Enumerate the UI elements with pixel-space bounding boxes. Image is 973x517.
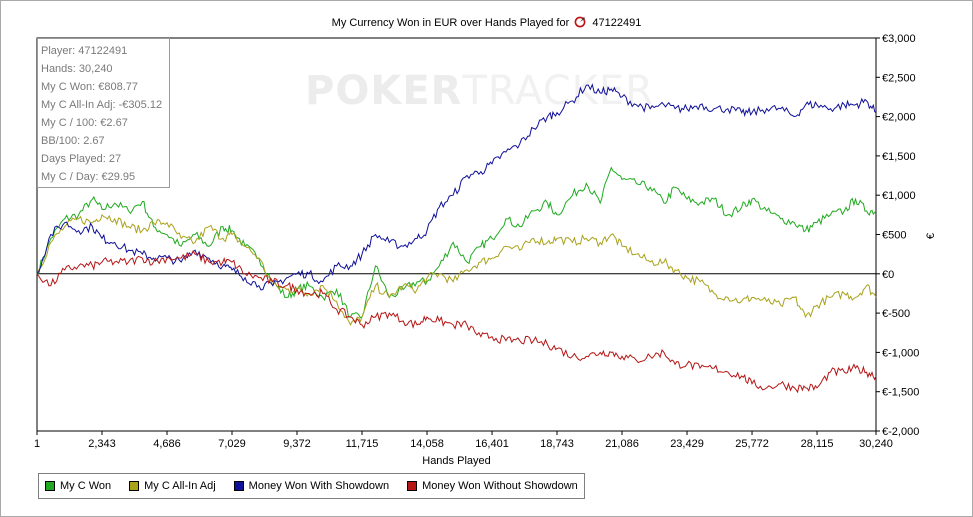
x-tick-label: 30,240 — [859, 438, 893, 450]
x-tick-label: 18,743 — [540, 438, 574, 450]
legend-item: My C All-In Adj — [129, 480, 216, 492]
legend-swatch — [407, 481, 418, 491]
y-tick-label: €500 — [882, 230, 906, 242]
x-tick-label: 9,372 — [283, 438, 311, 450]
y-tick-label: €-500 — [882, 308, 910, 320]
stat-line: Hands: 30,240 — [41, 63, 113, 75]
y-axis-label: € — [925, 232, 938, 240]
legend-item: My C Won — [45, 480, 111, 492]
x-tick-label: 4,686 — [153, 438, 181, 450]
x-tick-label: 11,715 — [346, 438, 379, 450]
legend-label: My C All-In Adj — [144, 480, 216, 492]
x-tick-label: 16,401 — [475, 438, 509, 450]
y-tick-label: €3,000 — [882, 33, 916, 45]
y-tick-label: €0 — [882, 269, 894, 281]
x-tick-label: 21,086 — [605, 438, 639, 450]
y-tick-label: €-1,500 — [882, 387, 919, 399]
x-tick-label: 2,343 — [88, 438, 116, 450]
legend-label: Money Won Without Showdown — [422, 480, 578, 492]
stat-line: Days Played: 27 — [41, 153, 122, 165]
y-tick-label: €1,000 — [882, 190, 916, 202]
legend-swatch — [233, 481, 244, 491]
x-tick-label: 25,772 — [735, 438, 769, 450]
pokertracker-logo-icon — [574, 16, 586, 28]
stat-line: Player: 47122491 — [41, 45, 128, 57]
legend-swatch — [45, 481, 55, 491]
series-line — [36, 83, 877, 291]
y-tick-label: €2,000 — [882, 112, 916, 124]
series-line — [36, 250, 877, 394]
watermark-light: TRACKER — [462, 68, 654, 114]
legend-label: My C Won — [60, 480, 112, 492]
stat-line: BB/100: 2.67 — [41, 135, 105, 147]
x-tick-label: 28,115 — [801, 438, 834, 450]
stat-line: My C Won: €808.77 — [41, 81, 139, 93]
y-tick-label: €-1,000 — [882, 347, 919, 359]
x-axis-label: Hands Played — [422, 455, 491, 467]
legend-item: Money Won With Showdown — [233, 480, 390, 492]
series-line — [36, 213, 877, 327]
stats-box: Player: 47122491 Hands: 30,240 My C Won: €… — [37, 38, 170, 188]
x-tick-label: 1 — [34, 438, 40, 450]
y-tick-label: €2,500 — [882, 72, 916, 84]
legend-swatch — [129, 481, 140, 491]
x-tick-label: 23,429 — [670, 438, 704, 450]
stat-line: My C / 100: €2.67 — [41, 117, 128, 129]
legend-label: Money Won With Showdown — [248, 480, 390, 492]
x-tick-label: 7,029 — [218, 438, 246, 450]
legend-item: Money Won Without Showdown — [407, 480, 578, 492]
chart-title-player: 47122491 — [592, 17, 642, 29]
series-line — [36, 166, 877, 319]
stat-line: My C / Day: €29.95 — [41, 171, 136, 183]
watermark-strong: POKER — [305, 68, 463, 114]
y-tick-label: €1,500 — [882, 151, 916, 163]
legend: My C Won My C All-In Adj Money Won With Sh… — [38, 473, 585, 499]
chart-title: My Currency Won in EUR over Hands Played… — [0, 16, 973, 29]
y-tick-label: €-2,000 — [882, 426, 919, 438]
stat-line: My C All-In Adj: -€305.12 — [41, 99, 163, 111]
chart-title-text: My Currency Won in EUR over Hands Played… — [331, 17, 570, 29]
pokertracker-watermark: POKERTRACKER — [305, 68, 654, 114]
x-tick-label: 14,058 — [410, 438, 444, 450]
